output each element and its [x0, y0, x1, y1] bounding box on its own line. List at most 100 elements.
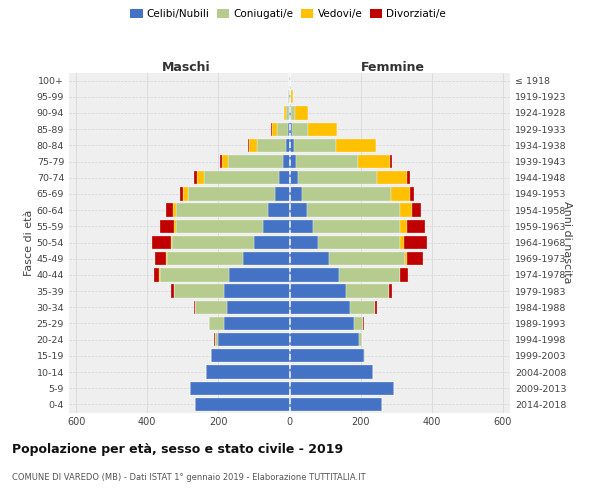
Bar	[180, 188, 183, 200]
Bar	[290, 171, 298, 184]
Text: Femmine: Femmine	[361, 61, 425, 74]
Bar	[283, 155, 290, 168]
Bar	[183, 188, 188, 200]
Bar	[167, 252, 243, 266]
Bar	[290, 155, 296, 168]
Bar	[358, 155, 390, 168]
Bar	[407, 171, 410, 184]
Bar	[254, 236, 290, 249]
Bar	[290, 349, 364, 362]
Bar	[407, 252, 423, 266]
Bar	[171, 284, 174, 298]
Bar	[353, 317, 364, 330]
Bar	[286, 138, 290, 152]
Bar	[290, 300, 350, 314]
Bar	[377, 171, 407, 184]
Bar	[412, 204, 421, 217]
Bar	[290, 398, 382, 411]
Bar	[290, 366, 373, 378]
Bar	[291, 106, 295, 120]
Bar	[174, 220, 176, 233]
Bar	[194, 300, 195, 314]
Bar	[291, 90, 293, 104]
Bar	[224, 284, 290, 298]
Bar	[290, 204, 307, 217]
Bar	[294, 138, 337, 152]
Bar	[296, 155, 358, 168]
Bar	[302, 188, 391, 200]
Bar	[279, 171, 290, 184]
Bar	[194, 171, 197, 184]
Bar	[290, 317, 353, 330]
Bar	[391, 188, 410, 200]
Bar	[224, 317, 290, 330]
Bar	[318, 236, 400, 249]
Bar	[405, 252, 407, 266]
Bar	[206, 366, 290, 378]
Bar	[289, 106, 290, 120]
Bar	[290, 252, 329, 266]
Bar	[248, 138, 257, 152]
Bar	[195, 398, 290, 411]
Y-axis label: Fasce di età: Fasce di età	[24, 210, 34, 276]
Bar	[277, 122, 288, 136]
Bar	[268, 204, 290, 217]
Bar	[337, 138, 376, 152]
Bar	[176, 204, 268, 217]
Y-axis label: Anni di nascita: Anni di nascita	[562, 201, 572, 283]
Bar	[160, 268, 229, 281]
Bar	[290, 333, 359, 346]
Bar	[290, 220, 313, 233]
Bar	[389, 284, 392, 298]
Bar	[290, 122, 292, 136]
Bar	[290, 284, 346, 298]
Bar	[171, 236, 172, 249]
Bar	[290, 188, 302, 200]
Bar	[154, 268, 160, 281]
Bar	[329, 252, 405, 266]
Bar	[166, 204, 173, 217]
Bar	[190, 382, 290, 395]
Bar	[229, 268, 290, 281]
Bar	[339, 268, 400, 281]
Bar	[188, 188, 275, 200]
Bar	[346, 284, 389, 298]
Bar	[400, 236, 404, 249]
Bar	[400, 204, 412, 217]
Bar	[218, 333, 290, 346]
Bar	[375, 300, 377, 314]
Bar	[404, 236, 427, 249]
Bar	[275, 188, 290, 200]
Bar	[307, 204, 400, 217]
Bar	[166, 252, 167, 266]
Bar	[410, 188, 414, 200]
Bar	[298, 171, 377, 184]
Bar	[176, 220, 263, 233]
Bar	[295, 106, 308, 120]
Bar	[290, 90, 291, 104]
Bar	[172, 236, 254, 249]
Bar	[290, 382, 394, 395]
Bar	[390, 155, 392, 168]
Bar	[359, 333, 362, 346]
Bar	[204, 171, 279, 184]
Bar	[227, 300, 290, 314]
Bar	[288, 122, 290, 136]
Bar	[290, 138, 294, 152]
Bar	[350, 300, 375, 314]
Bar	[215, 333, 218, 346]
Legend: Celibi/Nubili, Coniugati/e, Vedovi/e, Divorziati/e: Celibi/Nubili, Coniugati/e, Vedovi/e, Di…	[126, 5, 450, 24]
Bar	[272, 122, 277, 136]
Bar	[257, 138, 286, 152]
Bar	[284, 106, 286, 120]
Bar	[228, 155, 283, 168]
Bar	[220, 155, 221, 168]
Bar	[160, 220, 174, 233]
Text: Maschi: Maschi	[161, 61, 210, 74]
Bar	[243, 252, 290, 266]
Bar	[286, 106, 289, 120]
Text: Popolazione per età, sesso e stato civile - 2019: Popolazione per età, sesso e stato civil…	[12, 442, 343, 456]
Bar	[195, 300, 227, 314]
Bar	[152, 236, 171, 249]
Bar	[221, 155, 228, 168]
